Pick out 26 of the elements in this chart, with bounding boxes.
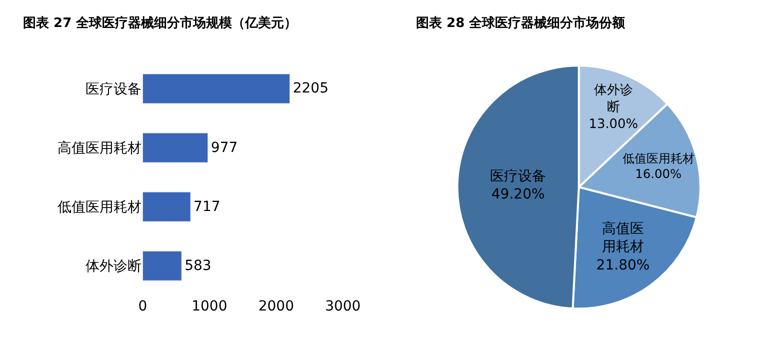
bar <box>142 74 290 104</box>
x-tick-label: 3000 <box>325 298 361 314</box>
x-tick-label: 1000 <box>192 298 228 314</box>
data-label: 49.20% <box>491 186 545 203</box>
bar <box>142 250 182 281</box>
x-tick-label: 0 <box>138 298 148 314</box>
x-tick-label: 2000 <box>258 298 294 314</box>
data-label: 977 <box>210 140 238 156</box>
y-tick-label: 体外诊断 <box>86 258 142 275</box>
data-label: 583 <box>184 258 212 274</box>
slice-label: 低值医用耗材 <box>622 151 694 166</box>
data-label: 16.00% <box>635 167 682 182</box>
y-tick-label: 高值医用耗材 <box>58 140 142 157</box>
data-label: 13.00% <box>588 116 638 132</box>
bar <box>142 192 191 222</box>
y-tick-label: 低值医用耗材 <box>58 200 142 216</box>
y-tick-label: 医疗设备 <box>86 82 142 98</box>
data-label: 21.80% <box>596 257 650 274</box>
chart-title: 图表 28 全球医疗器械细分市场份额 <box>416 15 626 31</box>
bar <box>142 132 208 163</box>
data-label: 2205 <box>292 80 328 97</box>
data-label: 717 <box>194 198 220 215</box>
slice-label: 高值医用耗材 <box>602 220 644 256</box>
chart-title: 图表 27 全球医疗器械细分市场规模（亿美元） <box>23 15 298 31</box>
slice-label: 体外诊断 <box>594 83 633 115</box>
slice-label: 医疗设备 <box>490 168 546 184</box>
